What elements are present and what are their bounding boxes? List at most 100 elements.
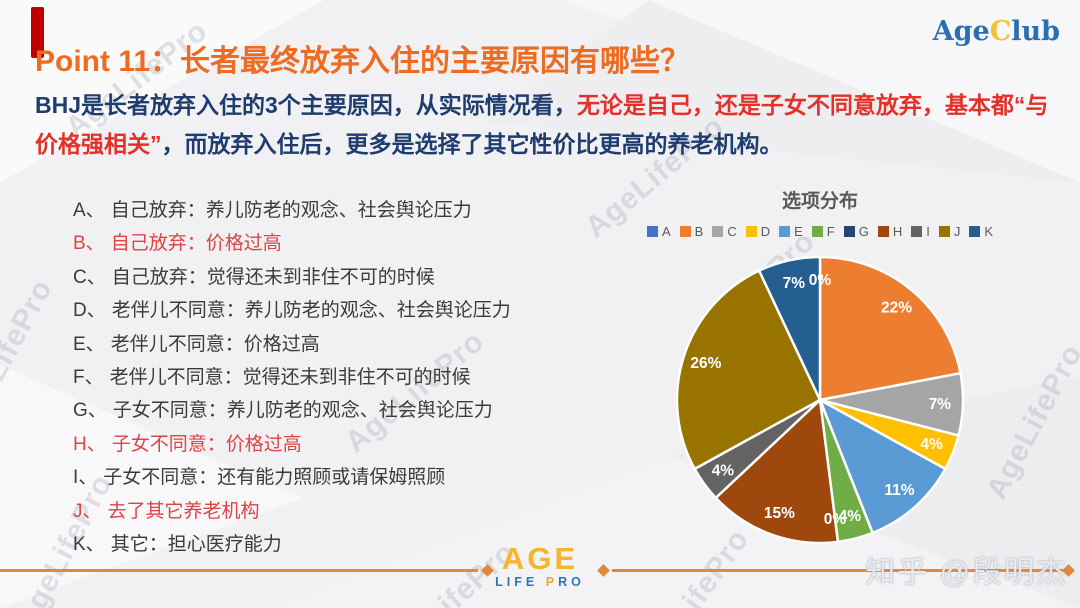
legend-item-E: E [779,224,803,239]
pie-slice-H [714,398,840,545]
ageclub-logo-part: C [989,16,1012,47]
option-label: C、 [73,266,106,288]
legend-swatch-icon [811,226,823,237]
legend-label: H [892,224,903,239]
option-text: 去了其它养老机构 [107,500,260,522]
option-row-H: H、 子女不同意：价格过高 [73,428,511,461]
legend-item-J: J [938,224,961,239]
option-label: B、 [73,233,105,255]
pie-label-A: 0% [809,272,832,289]
option-label: D、 [73,300,106,322]
chart-legend: A B C D E F G H I J K [640,224,1000,239]
legend-swatch-icon [843,226,855,237]
legend-swatch-icon [745,226,757,237]
option-label: F、 [73,367,104,389]
agelifepro-watermark-text: AgeLifePro [0,273,59,440]
ageclub-logo-part: Age [932,16,990,47]
option-row-G: G、 子女不同意：养儿防老的观念、社会舆论压力 [73,394,511,427]
legend-label: E [794,224,803,239]
legend-item-I: I [911,224,930,239]
legend-item-H: H [877,224,903,239]
legend-swatch-icon [877,226,889,237]
legend-item-B: B [679,224,704,239]
option-text: 自己放弃：价格过高 [110,233,282,255]
option-label: K、 [73,534,105,556]
pie-label-K: 7% [783,275,806,292]
pie-label-H: 15% [764,505,795,522]
options-list: A、 自己放弃：养儿防老的观念、社会舆论压力 B、 自己放弃：价格过高 C、 自己放弃：觉… [73,194,511,561]
option-row-C: C、 自己放弃：觉得还未到非住不可的时候 [73,261,511,294]
legend-swatch-icon [712,226,724,237]
legend-item-D: D [745,224,771,239]
footer-divider-right [612,569,1064,572]
pie-label-G: 0% [824,511,847,528]
option-label: H、 [73,433,106,455]
option-text: 老伴儿不同意：价格过高 [110,333,320,355]
option-label: A、 [73,200,105,221]
header-accent-bar [31,7,44,58]
option-label: I、 [73,467,98,489]
legend-item-G: G [843,224,869,239]
legend-label: I [926,224,930,239]
legend-item-F: F [811,224,835,239]
legend-label: D [760,224,771,239]
intro-segment: ，而放弃入住后，更多是选择了其它性价比更高的养老机构。 [161,131,783,157]
pie-label-J: 26% [690,355,721,372]
pie-label-I: 4% [712,463,735,480]
agelifepro-watermark-text: AgeLifePro [979,338,1080,505]
option-row-E: E、 老伴儿不同意：价格过高 [73,328,511,361]
pie-label-F: 4% [839,508,862,525]
chart-title: 选项分布 [781,191,858,212]
pie-slice-E [818,398,947,535]
pie-slice-K [757,255,822,402]
legend-label: F [826,224,835,239]
credit-watermark: 知乎 @段明杰 [865,556,1068,589]
option-text: 子女不同意：养儿防老的观念、社会舆论压力 [112,400,493,422]
ageclub-logo-part: lub [1011,16,1060,47]
option-text: 子女不同意：价格过高 [111,433,302,455]
legend-swatch-icon [911,226,923,237]
pie-label-E: 11% [884,482,914,499]
agelifepro-logo-lifepro: LIFE PRO [480,575,600,589]
legend-label: J [953,224,961,239]
option-row-B: B、 自己放弃：价格过高 [73,227,511,260]
legend-label: C [727,224,737,239]
legend-label: G [858,224,869,239]
option-row-K: K、 其它：担心医疗能力 [73,528,511,561]
agelifepro-logo: AGE LIFE PRO [480,541,600,589]
logo-text: P [545,575,559,589]
option-row-F: F、 老伴儿不同意：觉得还未到非住不可的时候 [73,361,511,394]
option-label: E、 [73,333,105,355]
agelifepro-logo-age: AGE [501,541,579,576]
intro-segment-highlight: 无论是自己，还是子女不同意放弃，基本都“与价格强相关” [35,92,1049,157]
legend-swatch-icon [938,226,950,237]
legend-item-A: A [646,224,671,239]
option-row-J: J、 去了其它养老机构 [73,495,511,528]
legend-swatch-icon [779,226,791,237]
legend-label: A [661,224,671,239]
logo-text: RO [558,575,585,589]
pie-label-B: 22% [881,300,912,317]
pie-slice-J [675,269,822,471]
option-label: J、 [73,500,102,522]
option-row-A: A、 自己放弃：养儿防老的观念、社会舆论压力 [73,194,511,227]
legend-swatch-icon [969,226,981,237]
intro-segment: BHJ是长者放弃入住的3个主要原因，从实际情况看， [35,92,577,118]
legend-item-K: K [969,224,993,239]
option-row-D: D、 老伴儿不同意：养儿防老的观念、社会舆论压力 [73,294,511,327]
option-text: 老伴儿不同意：觉得还未到非住不可的时候 [109,367,471,389]
option-text: 老伴儿不同意：养儿防老的观念、社会舆论压力 [111,300,511,322]
option-text: 自己放弃：养儿防老的观念、社会舆论压力 [110,200,472,221]
ageclub-logo: AgeClub [933,16,1060,47]
option-text: 自己放弃：觉得还未到非住不可的时候 [111,266,435,288]
pie-slice-B [818,255,962,402]
option-row-I: I、 子女不同意：还有能力照顾或请保姆照顾 [73,461,511,494]
footer-divider-left [0,569,478,572]
intro-paragraph: BHJ是长者放弃入住的3个主要原因，从实际情况看，无论是自己，还是子女不同意放弃… [35,86,1050,164]
option-text: 子女不同意：还有能力照顾或请保姆照顾 [103,467,446,489]
pie-chart: 0%22%7%4%11%4%0%15%4%26%7% [675,255,965,545]
logo-text: LIFE [495,575,546,589]
legend-swatch-icon [679,226,691,237]
legend-label: B [694,224,704,239]
